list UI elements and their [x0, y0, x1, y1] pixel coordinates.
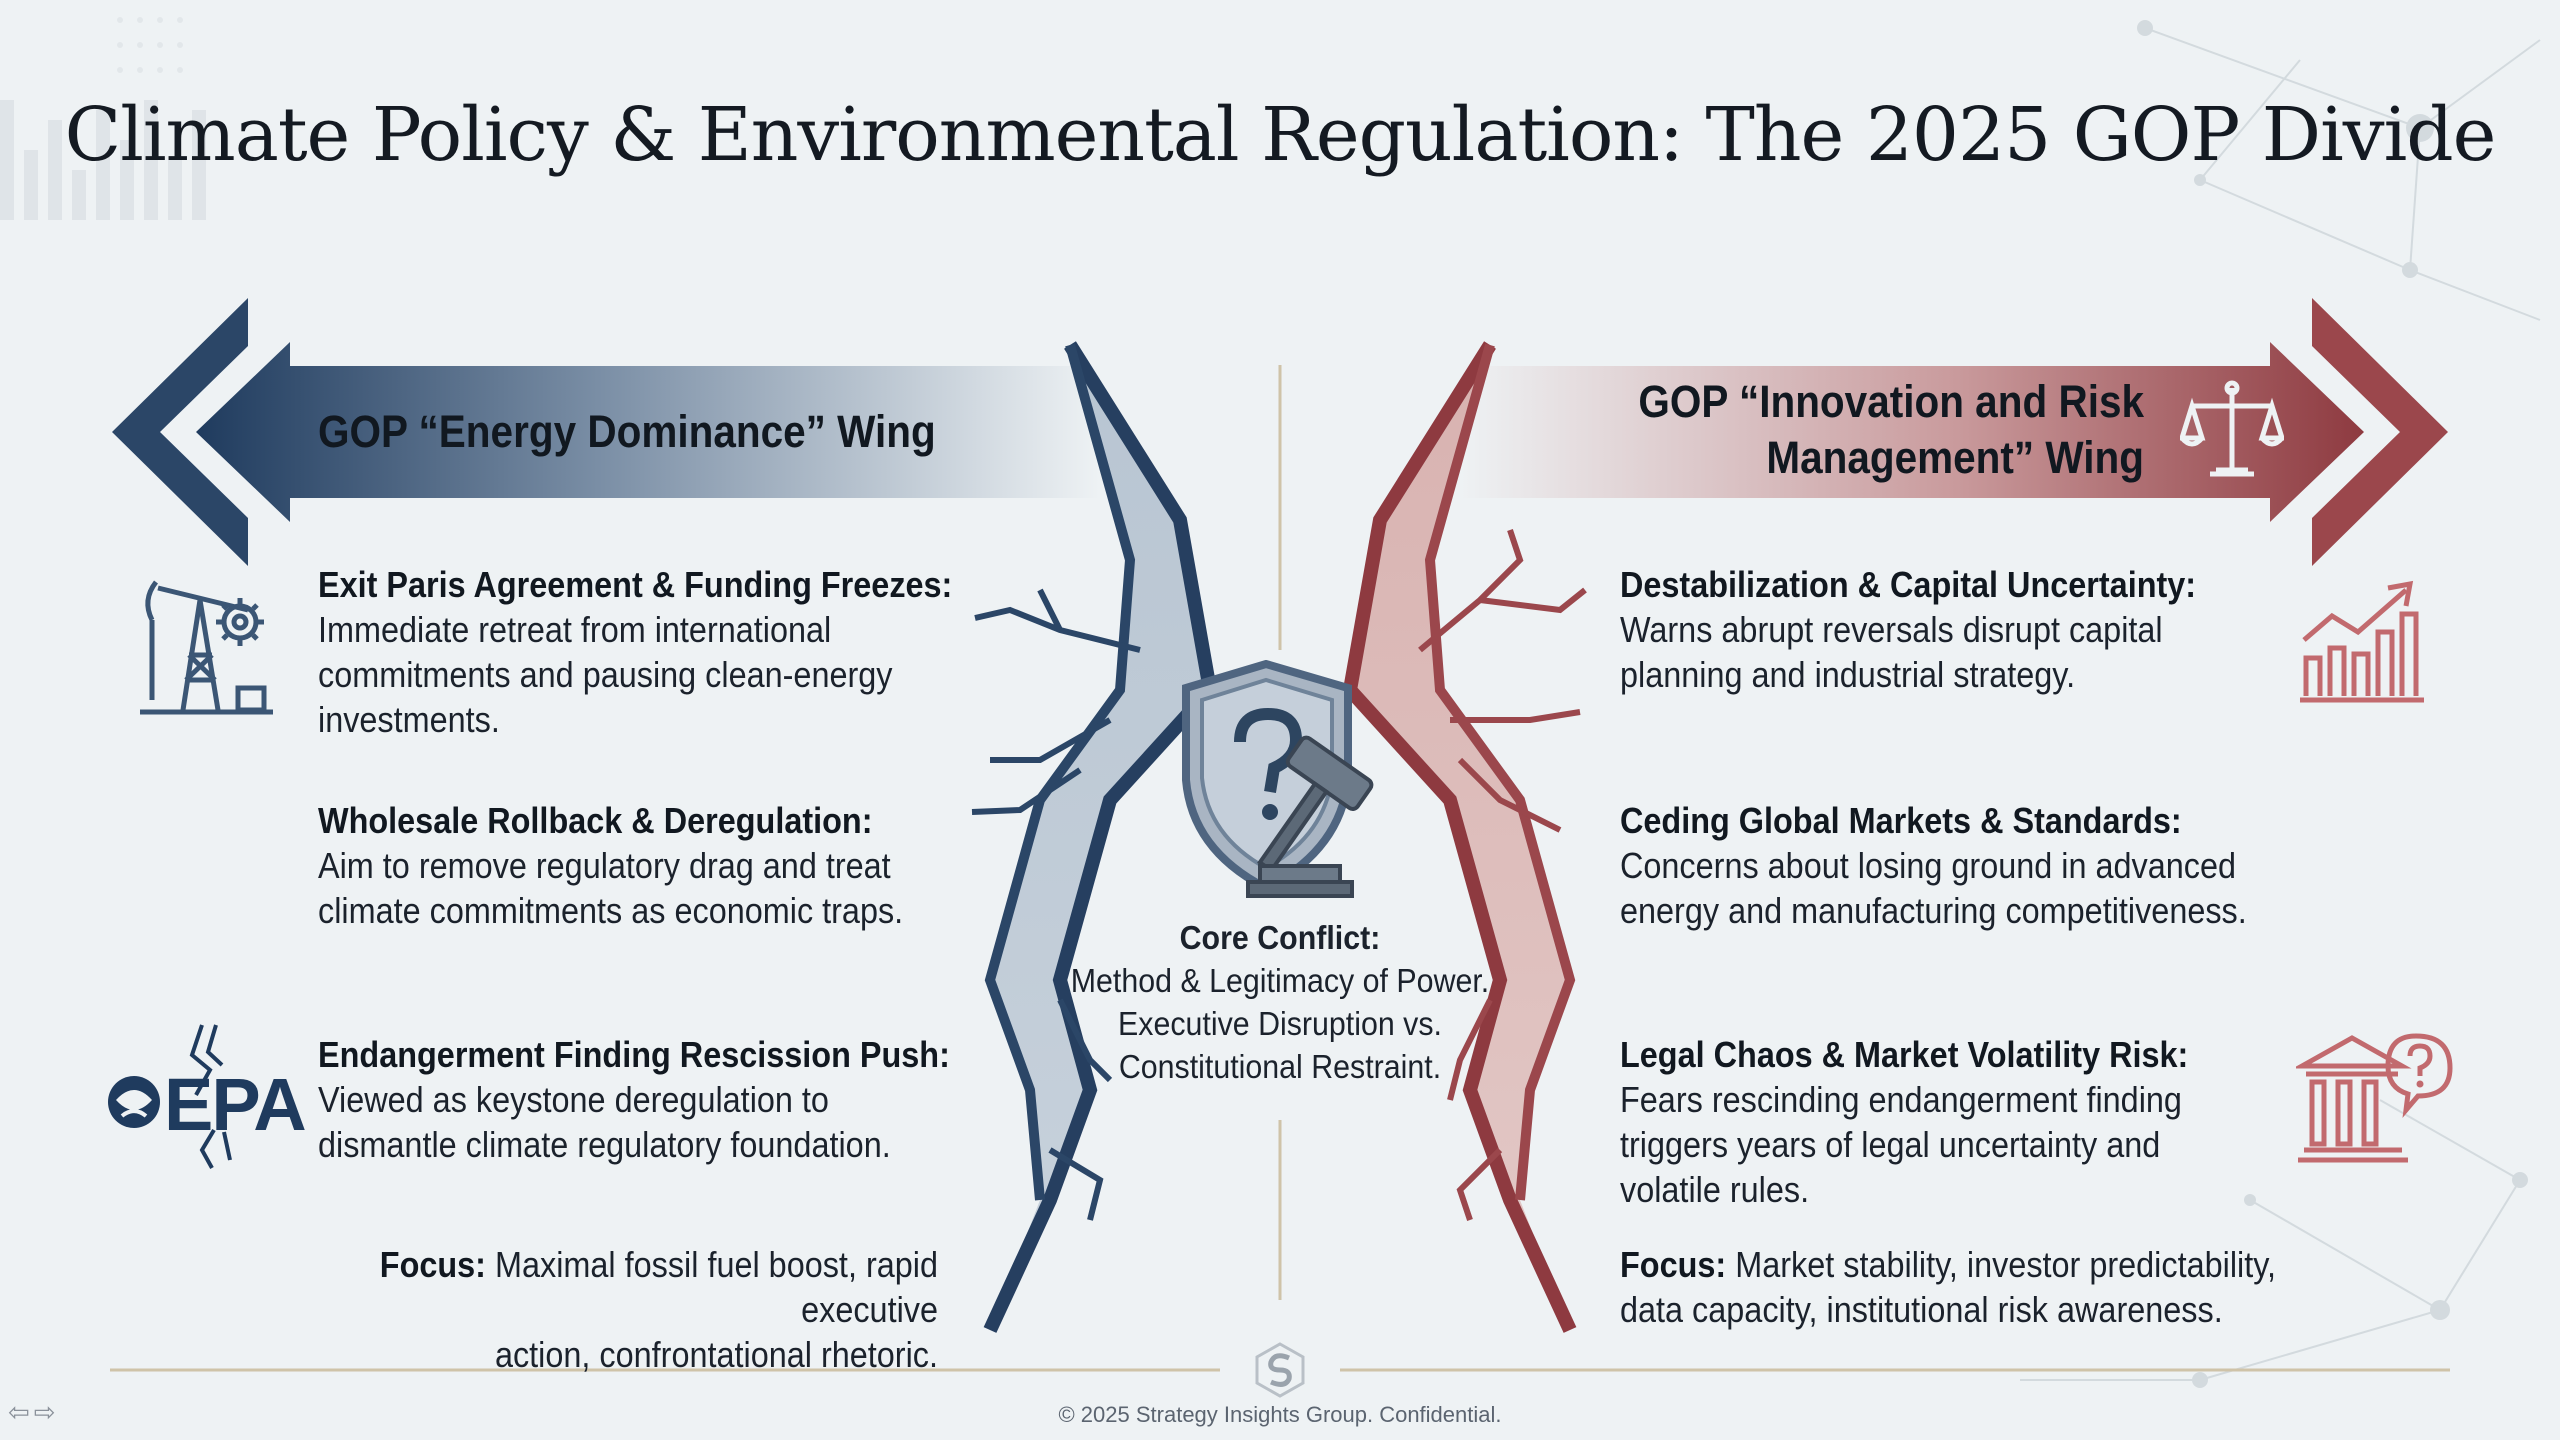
prev-slide-icon[interactable]: ⇦: [8, 1398, 34, 1428]
right-arrow: [1460, 298, 2448, 566]
next-slide-icon[interactable]: ⇨: [33, 1398, 60, 1428]
institution-question-icon: [2296, 1033, 2453, 1163]
left-item-paris: Exit Paris Agreement & Funding Freezes: …: [318, 562, 952, 742]
core-conflict: Core Conflict: Method & Legitimacy of Po…: [1050, 916, 1510, 1088]
rising-chart-icon: [2300, 580, 2424, 703]
left-wing-title: GOP “Energy Dominance” Wing: [318, 404, 936, 460]
left-wing-title-text: GOP “Energy Dominance” Wing: [318, 406, 936, 457]
epa-logo-icon: EPA: [104, 1020, 307, 1170]
right-wing-title: GOP “Innovation and Risk Management” Win…: [1514, 374, 2144, 486]
shield-question-gavel-icon: [1182, 660, 1374, 898]
left-item-endangerment: Endangerment Finding Rescission Push: Vi…: [318, 1032, 950, 1167]
core-conflict-line: Executive Disruption vs.: [1118, 1005, 1442, 1042]
core-conflict-line: Method & Legitimacy of Power.: [1070, 962, 1490, 999]
right-focus-line1: Market stability, investor predictabilit…: [1735, 1244, 2277, 1285]
right-focus-label: Focus:: [1620, 1244, 1727, 1285]
slide-nav: ⇦⇨: [8, 1398, 60, 1428]
left-focus: Focus: Maximal fossil fuel boost, rapid …: [254, 1242, 938, 1377]
left-arrow: [112, 298, 1100, 566]
right-item-line: Warns abrupt reversals disrupt capital: [1620, 609, 2163, 650]
page-title: Climate Policy & Environmental Regulatio…: [64, 92, 2497, 178]
company-logo-icon: [1255, 1342, 1305, 1398]
right-item-global-markets: Ceding Global Markets & Standards: Conce…: [1620, 798, 2247, 933]
right-item-line: planning and industrial strategy.: [1620, 654, 2076, 695]
right-item-destabilization: Destabilization & Capital Uncertainty: W…: [1620, 562, 2196, 697]
core-conflict-heading: Core Conflict:: [1179, 919, 1381, 956]
left-item-heading: Endangerment Finding Rescission Push:: [318, 1034, 950, 1075]
right-crack: [1342, 341, 1587, 1333]
right-wing-title-line2: Management” Wing: [1766, 432, 2144, 483]
core-conflict-line: Constitutional Restraint.: [1118, 1048, 1442, 1085]
right-item-line: Fears rescinding endangerment finding: [1620, 1079, 2182, 1120]
left-item-line: commitments and pausing clean-energy: [318, 654, 893, 695]
scales-icon: [2180, 380, 2284, 477]
left-item-line: Aim to remove regulatory drag and treat: [318, 845, 891, 886]
left-item-line: investments.: [318, 699, 500, 740]
right-item-line: volatile rules.: [1620, 1169, 1810, 1210]
right-item-line: triggers years of legal uncertainty and: [1620, 1124, 2161, 1165]
footer-copyright: © 2025 Strategy Insights Group. Confiden…: [1058, 1402, 1502, 1427]
right-item-line: Concerns about losing ground in advanced: [1620, 845, 2237, 886]
left-item-line: Viewed as keystone deregulation to: [318, 1079, 829, 1120]
left-crack: [971, 341, 1218, 1333]
left-item-rollback: Wholesale Rollback & Deregulation: Aim t…: [318, 798, 903, 933]
left-focus-line1: Maximal fossil fuel boost, rapid executi…: [495, 1244, 938, 1330]
left-focus-label: Focus:: [379, 1244, 486, 1285]
right-focus: Focus: Market stability, investor predic…: [1620, 1242, 2276, 1332]
left-item-line: dismantle climate regulatory foundation.: [318, 1124, 891, 1165]
left-focus-line2: action, confrontational rhetoric.: [494, 1334, 938, 1375]
right-focus-line2: data capacity, institutional risk awaren…: [1620, 1289, 2223, 1330]
left-item-line: climate commitments as economic traps.: [318, 890, 904, 931]
right-item-heading: Ceding Global Markets & Standards:: [1620, 800, 2182, 841]
left-item-line: Immediate retreat from international: [318, 609, 832, 650]
right-item-legal-chaos: Legal Chaos & Market Volatility Risk: Fe…: [1620, 1032, 2188, 1212]
left-item-heading: Exit Paris Agreement & Funding Freezes:: [318, 564, 953, 605]
right-item-heading: Legal Chaos & Market Volatility Risk:: [1620, 1034, 2189, 1075]
epa-logo-text: EPA: [164, 1063, 307, 1146]
right-item-heading: Destabilization & Capital Uncertainty:: [1620, 564, 2197, 605]
right-wing-title-line1: GOP “Innovation and Risk: [1638, 376, 2144, 427]
right-item-line: energy and manufacturing competitiveness…: [1620, 890, 2247, 931]
oil-pump-gear-icon: [140, 580, 273, 715]
left-item-heading: Wholesale Rollback & Deregulation:: [318, 800, 873, 841]
